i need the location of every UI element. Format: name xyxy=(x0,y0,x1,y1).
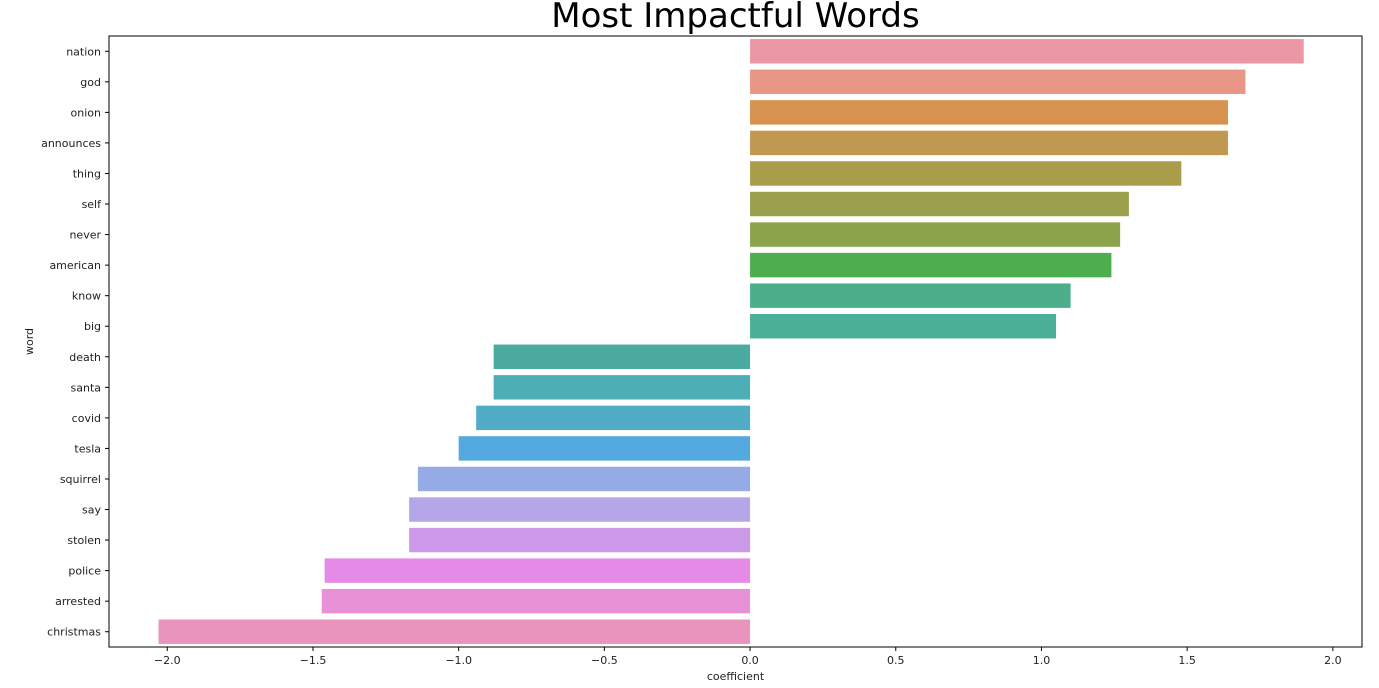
x-tick-label: 0.5 xyxy=(887,654,905,667)
x-axis: −2.0 −1.5 −1.0 −0.5 0.0 0.5 1.0 1.5 2.0 xyxy=(154,647,1342,667)
bar-god xyxy=(750,69,1246,95)
bar-announces xyxy=(750,130,1228,156)
bar-onion xyxy=(750,100,1228,125)
bar-thing xyxy=(750,161,1182,186)
y-tick-label: never xyxy=(69,229,101,242)
bar-christmas xyxy=(158,619,751,644)
y-axis: nation god onion announces thing self never ame… xyxy=(41,45,109,639)
bar-squirrel xyxy=(417,466,751,492)
x-tick-label: −2.0 xyxy=(154,654,181,667)
plot-frame xyxy=(108,35,1363,648)
bar-police xyxy=(324,558,751,583)
x-tick-label: −1.0 xyxy=(445,654,472,667)
bar-nation xyxy=(750,39,1304,64)
x-tick-label: −1.5 xyxy=(300,654,327,667)
y-tick-label: announces xyxy=(41,137,101,150)
x-tick-label: 2.0 xyxy=(1324,654,1342,667)
x-tick-label: 1.0 xyxy=(1033,654,1051,667)
y-tick-label: covid xyxy=(72,412,101,425)
bar-say xyxy=(409,497,751,522)
bar-death xyxy=(493,344,751,369)
y-tick-label: american xyxy=(49,259,101,272)
y-tick-label: self xyxy=(82,198,103,211)
x-tick-label: −0.5 xyxy=(591,654,618,667)
bar-arrested xyxy=(321,588,751,614)
bar-know xyxy=(750,283,1071,308)
bar-stolen xyxy=(409,527,751,553)
y-tick-label: police xyxy=(68,565,101,578)
chart-title: Most Impactful Words xyxy=(551,0,920,36)
bar-self xyxy=(750,191,1129,217)
bar-tesla xyxy=(458,436,751,461)
y-tick-label: nation xyxy=(66,45,101,58)
y-tick-label: death xyxy=(69,351,101,364)
y-tick-label: god xyxy=(80,76,101,89)
y-tick-label: santa xyxy=(71,381,102,394)
x-tick-label: 1.5 xyxy=(1178,654,1196,667)
bars-group xyxy=(158,39,1304,644)
y-tick-label: christmas xyxy=(47,626,101,639)
bar-covid xyxy=(476,405,751,431)
bar-never xyxy=(750,222,1121,247)
y-tick-label: big xyxy=(84,320,101,333)
x-tick-label: 0.0 xyxy=(741,654,759,667)
x-axis-label: coefficient xyxy=(707,670,765,683)
bar-american xyxy=(750,252,1112,278)
y-tick-label: tesla xyxy=(74,442,101,455)
bar-santa xyxy=(493,375,751,400)
y-tick-label: stolen xyxy=(67,534,101,547)
y-tick-label: say xyxy=(82,504,101,517)
bar-big xyxy=(750,314,1057,339)
y-tick-label: thing xyxy=(73,167,101,180)
y-axis-label: word xyxy=(23,328,36,355)
y-tick-label: onion xyxy=(71,106,101,119)
y-tick-label: know xyxy=(72,290,101,303)
y-tick-label: arrested xyxy=(55,595,101,608)
y-tick-label: squirrel xyxy=(60,473,101,486)
